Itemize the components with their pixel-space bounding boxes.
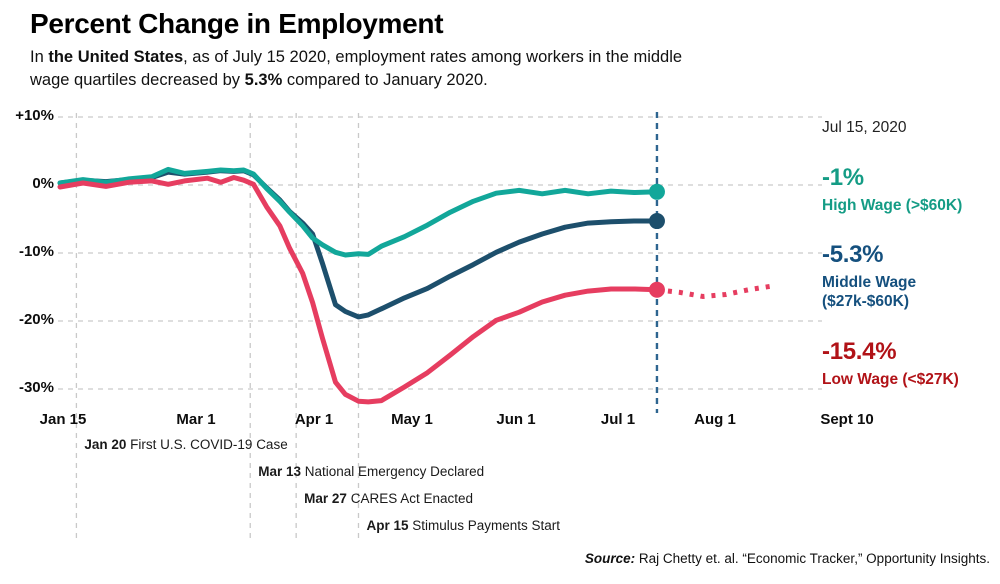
subtitle-segment: , as of July 15 2020, employment rates a… [183,48,683,66]
legend-value-middle: -5.3% [822,241,884,268]
x-axis-label: Jan 15 [39,411,87,428]
subtitle-segment: compared to January 2020. [282,71,488,89]
legend-value-low: -15.4% [822,338,897,365]
x-axis-label: Jul 1 [600,411,636,428]
legend-value-high: -1% [822,164,864,191]
event-annotation: Apr 15 Stimulus Payments Start [366,518,560,533]
y-axis-label: +10% [15,107,54,124]
subtitle-segment: 5.3% [244,71,283,89]
x-axis-label: Mar 1 [176,411,216,428]
event-date: Apr 15 [366,518,409,533]
x-axis-label: Jun 1 [496,411,536,428]
chart-subtitle-line1: In the United States, as of July 15 2020… [30,46,810,69]
event-text: National Emergency Declared [301,464,485,479]
source-text: Raj Chetty et. al. “Economic Tracker,” O… [635,551,990,566]
subtitle-segment: the United States [48,48,184,66]
source-note: Source: Raj Chetty et. al. “Economic Tra… [585,551,990,566]
legend-label-middle: Middle Wage [822,274,917,291]
projection-line-low-wage [656,283,776,300]
event-annotation: Jan 20 First U.S. COVID-19 Case [84,437,287,452]
series-endpoint-dot-high-wage [648,183,665,200]
event-date: Mar 27 [304,491,347,506]
chart-title: Percent Change in Employment [30,8,444,39]
y-axis-label: -10% [18,243,54,260]
legend-label-high: High Wage (>$60K) [822,197,963,214]
series-endpoint-dot-middle-wage [648,213,665,230]
legend-label-low: Low Wage (<$27K) [822,371,959,388]
series-line-low-wage [57,175,660,405]
x-axis-label: Apr 1 [294,411,334,428]
event-date: Jan 20 [84,437,127,452]
legend-label-middle: ($27k-$60K) [822,293,910,310]
event-date: Mar 13 [258,464,302,479]
event-annotation: Mar 13 National Emergency Declared [258,464,484,479]
series-line-high-wage [57,166,660,258]
reference-date-label: Jul 15, 2020 [822,119,907,136]
event-text: First U.S. COVID-19 Case [126,437,288,452]
event-text: CARES Act Enacted [346,491,473,506]
y-axis-label: -20% [18,311,54,328]
subtitle-segment: In [30,48,49,66]
y-axis-label: -30% [18,379,54,396]
x-axis-label: Aug 1 [694,411,736,428]
chart-subtitle: In the United States, as of July 15 2020… [30,46,810,92]
y-axis-label: 0% [32,175,54,192]
source-prefix: Source: [584,551,636,566]
subtitle-segment: wage quartiles decreased by [30,71,245,89]
x-axis-label: Sept 10 [820,411,874,428]
chart-subtitle-line2: wage quartiles decreased by 5.3% compare… [30,69,810,92]
event-text: Stimulus Payments Start [408,518,561,533]
x-axis-label: May 1 [391,411,433,428]
series-endpoint-dot-low-wage [648,281,665,298]
event-annotation: Mar 27 CARES Act Enacted [304,491,473,506]
